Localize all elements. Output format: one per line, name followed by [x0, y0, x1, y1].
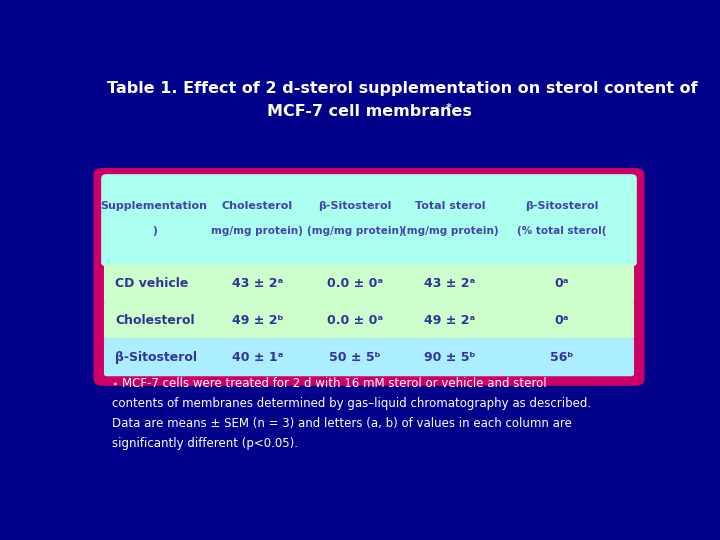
- Text: *: *: [112, 382, 117, 391]
- FancyBboxPatch shape: [104, 301, 634, 340]
- Text: 43 ± 2ᵃ: 43 ± 2ᵃ: [232, 278, 283, 291]
- Text: significantly different (p<0.05).: significantly different (p<0.05).: [112, 437, 298, 450]
- Text: 90 ± 5ᵇ: 90 ± 5ᵇ: [424, 350, 476, 363]
- FancyBboxPatch shape: [101, 174, 637, 266]
- Text: mg/mg protein): mg/mg protein): [212, 226, 303, 235]
- Text: 0ᵃ: 0ᵃ: [554, 278, 569, 291]
- Text: (% total sterol(: (% total sterol(: [517, 226, 606, 235]
- Text: CD vehicle: CD vehicle: [115, 278, 189, 291]
- Text: 49 ± 2ᵃ: 49 ± 2ᵃ: [424, 314, 475, 327]
- Text: 56ᵇ: 56ᵇ: [550, 350, 573, 363]
- Text: 43 ± 2ᵃ: 43 ± 2ᵃ: [424, 278, 475, 291]
- Text: β-Sitosterol: β-Sitosterol: [525, 201, 598, 211]
- Text: Cholesterol: Cholesterol: [222, 201, 293, 211]
- Text: Supplementation: Supplementation: [101, 201, 207, 211]
- Text: MCF-7 cell membranes: MCF-7 cell membranes: [266, 104, 472, 119]
- Text: 40 ± 1ᵃ: 40 ± 1ᵃ: [232, 350, 283, 363]
- Text: 0.0 ± 0ᵃ: 0.0 ± 0ᵃ: [327, 278, 383, 291]
- Text: MCF-7 cells were treated for 2 d with 16 mM sterol or vehicle and sterol: MCF-7 cells were treated for 2 d with 16…: [122, 377, 547, 390]
- FancyBboxPatch shape: [96, 170, 642, 384]
- Text: Table 1. Effect of 2 d-sterol supplementation on sterol content of: Table 1. Effect of 2 d-sterol supplement…: [107, 82, 698, 97]
- Text: β-Sitosterol: β-Sitosterol: [115, 350, 197, 363]
- Text: (mg/mg protein): (mg/mg protein): [307, 226, 403, 235]
- Text: 50 ± 5ᵇ: 50 ± 5ᵇ: [329, 350, 381, 363]
- Text: ): ): [152, 226, 156, 235]
- Text: Total sterol: Total sterol: [415, 201, 485, 211]
- Text: Data are means ± SEM (n = 3) and letters (a, b) of values in each column are: Data are means ± SEM (n = 3) and letters…: [112, 417, 572, 430]
- Text: (mg/mg protein): (mg/mg protein): [402, 226, 498, 235]
- FancyBboxPatch shape: [104, 338, 634, 376]
- Text: 0.0 ± 0ᵃ: 0.0 ± 0ᵃ: [327, 314, 383, 327]
- Text: 49 ± 2ᵇ: 49 ± 2ᵇ: [232, 314, 283, 327]
- Text: 0ᵃ: 0ᵃ: [554, 314, 569, 327]
- Text: *: *: [446, 103, 452, 113]
- Text: β-Sitosterol: β-Sitosterol: [318, 201, 392, 211]
- Text: contents of membranes determined by gas–liquid chromatography as described.: contents of membranes determined by gas–…: [112, 397, 591, 410]
- Text: Cholesterol: Cholesterol: [115, 314, 194, 327]
- FancyBboxPatch shape: [104, 265, 634, 303]
